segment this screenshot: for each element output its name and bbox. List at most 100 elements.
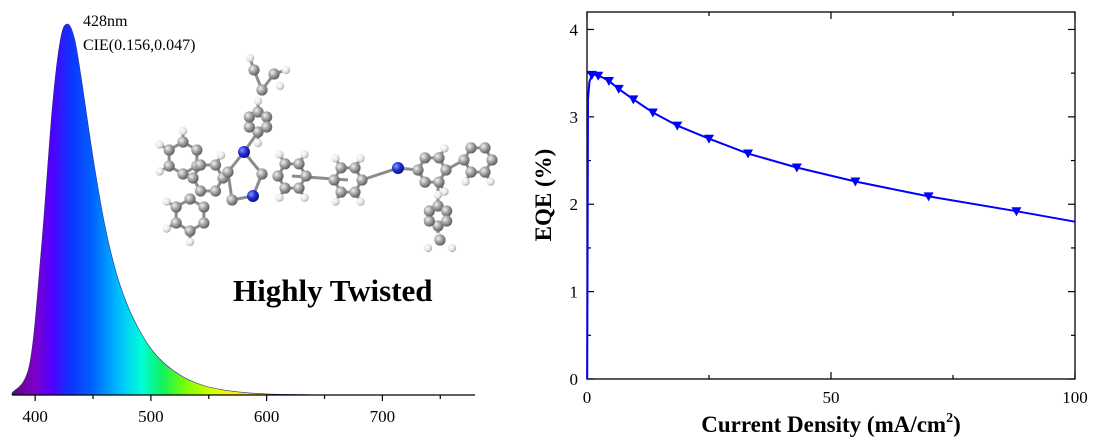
carbon-atom xyxy=(479,166,491,178)
hydrogen-atom xyxy=(300,150,309,159)
eqe-x-tick-label: 0 xyxy=(583,388,592,407)
carbon-atom xyxy=(335,162,347,174)
eqe-x-tick-label: 100 xyxy=(1062,388,1088,407)
carbon-atom xyxy=(441,215,453,227)
carbon-atom xyxy=(209,185,222,197)
carbon-atom xyxy=(170,201,182,213)
carbon-atom xyxy=(432,200,444,212)
carbon-atom xyxy=(419,152,431,164)
hydrogen-atom xyxy=(275,193,284,202)
carbon-atom xyxy=(279,158,291,170)
nitrogen-atom xyxy=(392,162,404,174)
molecule-structure xyxy=(155,53,498,253)
eqe-marker xyxy=(743,149,754,159)
hydrogen-atom xyxy=(155,167,164,176)
eqe-marker xyxy=(704,134,714,144)
carbon-atom xyxy=(261,111,273,123)
spectrum-x-tick-label: 700 xyxy=(370,407,396,426)
carbon-atom xyxy=(268,68,280,80)
carbon-atom xyxy=(163,160,175,172)
carbon-atom xyxy=(243,111,255,123)
nitrogen-atom xyxy=(247,190,259,202)
carbon-atom xyxy=(412,164,424,176)
eqe-y-tick-label: 4 xyxy=(570,20,579,39)
carbon-atom xyxy=(349,186,361,198)
carbon-atom xyxy=(209,159,222,171)
hydrogen-atom xyxy=(461,177,470,186)
hydrogen-atom xyxy=(275,81,285,91)
carbon-atom xyxy=(256,84,268,96)
eqe-y-tick-label: 1 xyxy=(570,283,579,302)
carbon-atom xyxy=(222,166,234,178)
hydrogen-atom xyxy=(331,154,340,163)
spectrum-x-tick-label: 600 xyxy=(254,407,280,426)
eqe-series-line xyxy=(586,73,1076,380)
eqe-marker xyxy=(923,192,934,202)
hydrogen-atom xyxy=(440,187,449,196)
eqe-y-axis-title: EQE (%) xyxy=(531,149,556,242)
hydrogen-atom xyxy=(423,243,433,253)
molecule-bond xyxy=(361,166,399,182)
hydrogen-atom xyxy=(253,138,263,148)
eqe-x-axis-title: Current Density (mA/cm2) xyxy=(701,411,961,437)
eqe-y-tick-label: 3 xyxy=(570,108,579,127)
carbon-atom xyxy=(256,168,268,180)
carbon-atom xyxy=(486,154,498,166)
eqe-marker xyxy=(593,71,604,81)
hydrogen-atom xyxy=(185,237,195,247)
carbon-atom xyxy=(194,185,207,197)
hydrogen-atom xyxy=(356,154,365,163)
molecule-bond xyxy=(291,174,349,182)
carbon-atom xyxy=(191,144,203,156)
spectrum-x-tick-label: 500 xyxy=(138,407,164,426)
hydrogen-atom xyxy=(300,193,309,202)
nitrogen-atom xyxy=(238,146,250,158)
carbon-atom xyxy=(335,186,347,198)
carbon-atom xyxy=(433,176,445,188)
spectrum-x-ticks xyxy=(34,395,441,401)
eqe-marker xyxy=(850,177,861,187)
spectrum-x-tick-labels: 400 500 600 700 xyxy=(22,407,395,426)
eqe-marker xyxy=(613,84,624,94)
carbon-atom xyxy=(198,201,210,213)
carbon-atom xyxy=(423,205,435,217)
hydrogen-atom xyxy=(486,177,495,186)
carbon-atom xyxy=(419,176,431,188)
hydrogen-atom xyxy=(162,224,171,233)
cie-annotation: CIE(0.156,0.047) xyxy=(83,37,195,54)
carbon-atom xyxy=(356,174,368,186)
eqe-marker xyxy=(628,95,639,105)
carbon-atom xyxy=(170,217,182,229)
carbon-atom xyxy=(293,158,305,170)
hydrogen-atom xyxy=(447,243,457,253)
eqe-y-tick-labels: 0 1 2 3 4 xyxy=(570,20,579,389)
carbon-atom xyxy=(465,142,477,154)
eqe-plot-frame xyxy=(586,11,1076,380)
carbon-atom xyxy=(300,170,312,182)
carbon-atom xyxy=(465,166,477,178)
hydrogen-atom xyxy=(162,197,171,206)
carbon-atom xyxy=(198,217,210,229)
eqe-marker xyxy=(1011,207,1022,217)
carbon-atom xyxy=(434,234,446,246)
eqe-y-tick-label: 2 xyxy=(570,195,579,214)
eqe-x-tick-labels: 0 50 100 xyxy=(583,388,1088,407)
carbon-atom xyxy=(440,164,452,176)
eqe-marker xyxy=(603,77,614,87)
carbon-atom xyxy=(479,142,491,154)
hydrogen-atom xyxy=(253,96,263,106)
eqe-series-markers xyxy=(586,70,1022,217)
eqe-panel: 0 50 100 0 1 2 3 4 EQE (%) Current Density (mA… xyxy=(531,11,1088,437)
hydrogen-atom xyxy=(281,65,291,75)
carbon-atom xyxy=(177,136,189,148)
carbon-atom xyxy=(252,126,264,138)
hydrogen-atom xyxy=(440,144,449,153)
hydrogen-atom xyxy=(178,126,188,136)
carbon-atom xyxy=(184,193,196,205)
carbon-atom xyxy=(177,168,189,180)
hydrogen-atom xyxy=(275,150,284,159)
carbon-atom xyxy=(279,182,291,194)
carbon-atom xyxy=(349,162,361,174)
carbon-atom xyxy=(272,170,284,182)
hydrogen-atom xyxy=(356,197,365,206)
